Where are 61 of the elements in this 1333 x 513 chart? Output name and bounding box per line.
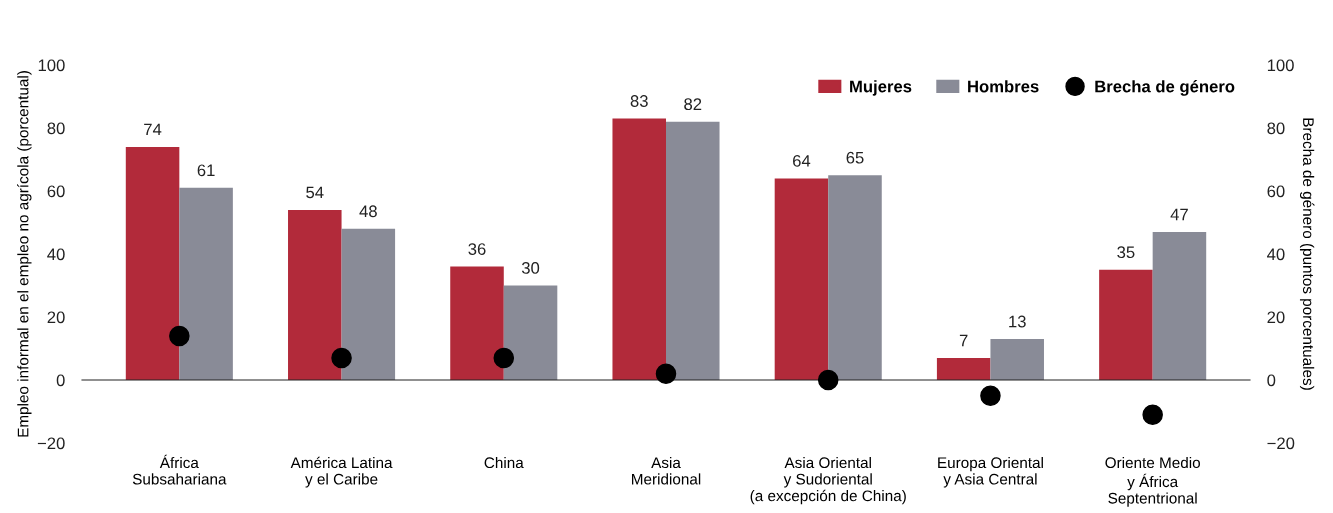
bar (666, 121, 720, 380)
data-label: 7 (959, 334, 968, 347)
data-label: 54 (306, 186, 324, 199)
legend-label: Mujeres (850, 80, 912, 96)
data-label: 74 (144, 123, 162, 136)
point (331, 347, 352, 369)
data-label: 48 (359, 205, 377, 218)
bar (503, 285, 558, 380)
point (169, 325, 190, 347)
y2-tick-label: −20 (1267, 437, 1295, 450)
y2-tick-label: 0 (1267, 374, 1276, 387)
bar (1152, 231, 1207, 380)
data-label: 35 (1117, 246, 1135, 259)
bar (936, 357, 991, 380)
data-label: 47 (1170, 208, 1188, 221)
point (493, 347, 515, 369)
bar (774, 178, 829, 380)
y-tick-label: 100 (38, 59, 65, 72)
legend-label: Hombres (968, 80, 1039, 93)
y-tick-label: 80 (47, 122, 65, 135)
y-tick-label: −20 (37, 437, 65, 450)
y-tick-label: 20 (47, 311, 65, 324)
x-tick-label: América Latina y el Caribe (290, 456, 393, 488)
y2-tick-label: 60 (1267, 185, 1285, 198)
y-tick-label: 0 (56, 374, 65, 387)
point (980, 385, 1001, 407)
bar (125, 146, 180, 380)
bar (612, 118, 666, 380)
bar (179, 187, 233, 380)
bar (450, 266, 504, 380)
y2-tick-label: 100 (1267, 59, 1294, 72)
y2-tick-label: 20 (1267, 311, 1285, 324)
data-label: 64 (793, 154, 811, 167)
y-tick-label: 60 (47, 185, 65, 198)
data-label: 82 (684, 98, 702, 111)
data-label: 65 (846, 151, 864, 164)
bar (828, 175, 882, 380)
bar (288, 209, 342, 380)
legend-label: Brecha de género (1095, 80, 1235, 96)
data-label: 36 (468, 243, 486, 255)
data-label: 13 (1009, 315, 1026, 328)
y2-axis-title: Brecha de género (puntos porcentuales) (1299, 118, 1315, 390)
data-label: 61 (197, 164, 215, 177)
y-tick-label: 40 (47, 248, 65, 261)
data-label: 83 (630, 95, 648, 107)
data-label: 30 (521, 262, 540, 274)
x-tick-label: China (484, 456, 524, 469)
y2-tick-label: 80 (1267, 122, 1285, 135)
x-tick-label: Europa Oriental y Asia Central (938, 456, 1043, 488)
point (1142, 404, 1163, 425)
x-tick-label: África Subsahariana (132, 454, 227, 485)
y-axis-title: Empleo informal en el empleo no agrícola (porcentual) (17, 71, 32, 437)
x-tick-label: Asia Oriental y Sudoriental (a excepción de China) (750, 456, 906, 505)
bar (341, 228, 396, 380)
bar (990, 339, 1044, 380)
bar (1099, 269, 1153, 380)
x-tick-label: Asia Meridional (632, 456, 701, 485)
point (817, 369, 839, 391)
x-tick-label: Oriente Medio y África Septentrional (1105, 456, 1201, 507)
point (655, 363, 677, 384)
y2-tick-label: 40 (1267, 248, 1285, 261)
